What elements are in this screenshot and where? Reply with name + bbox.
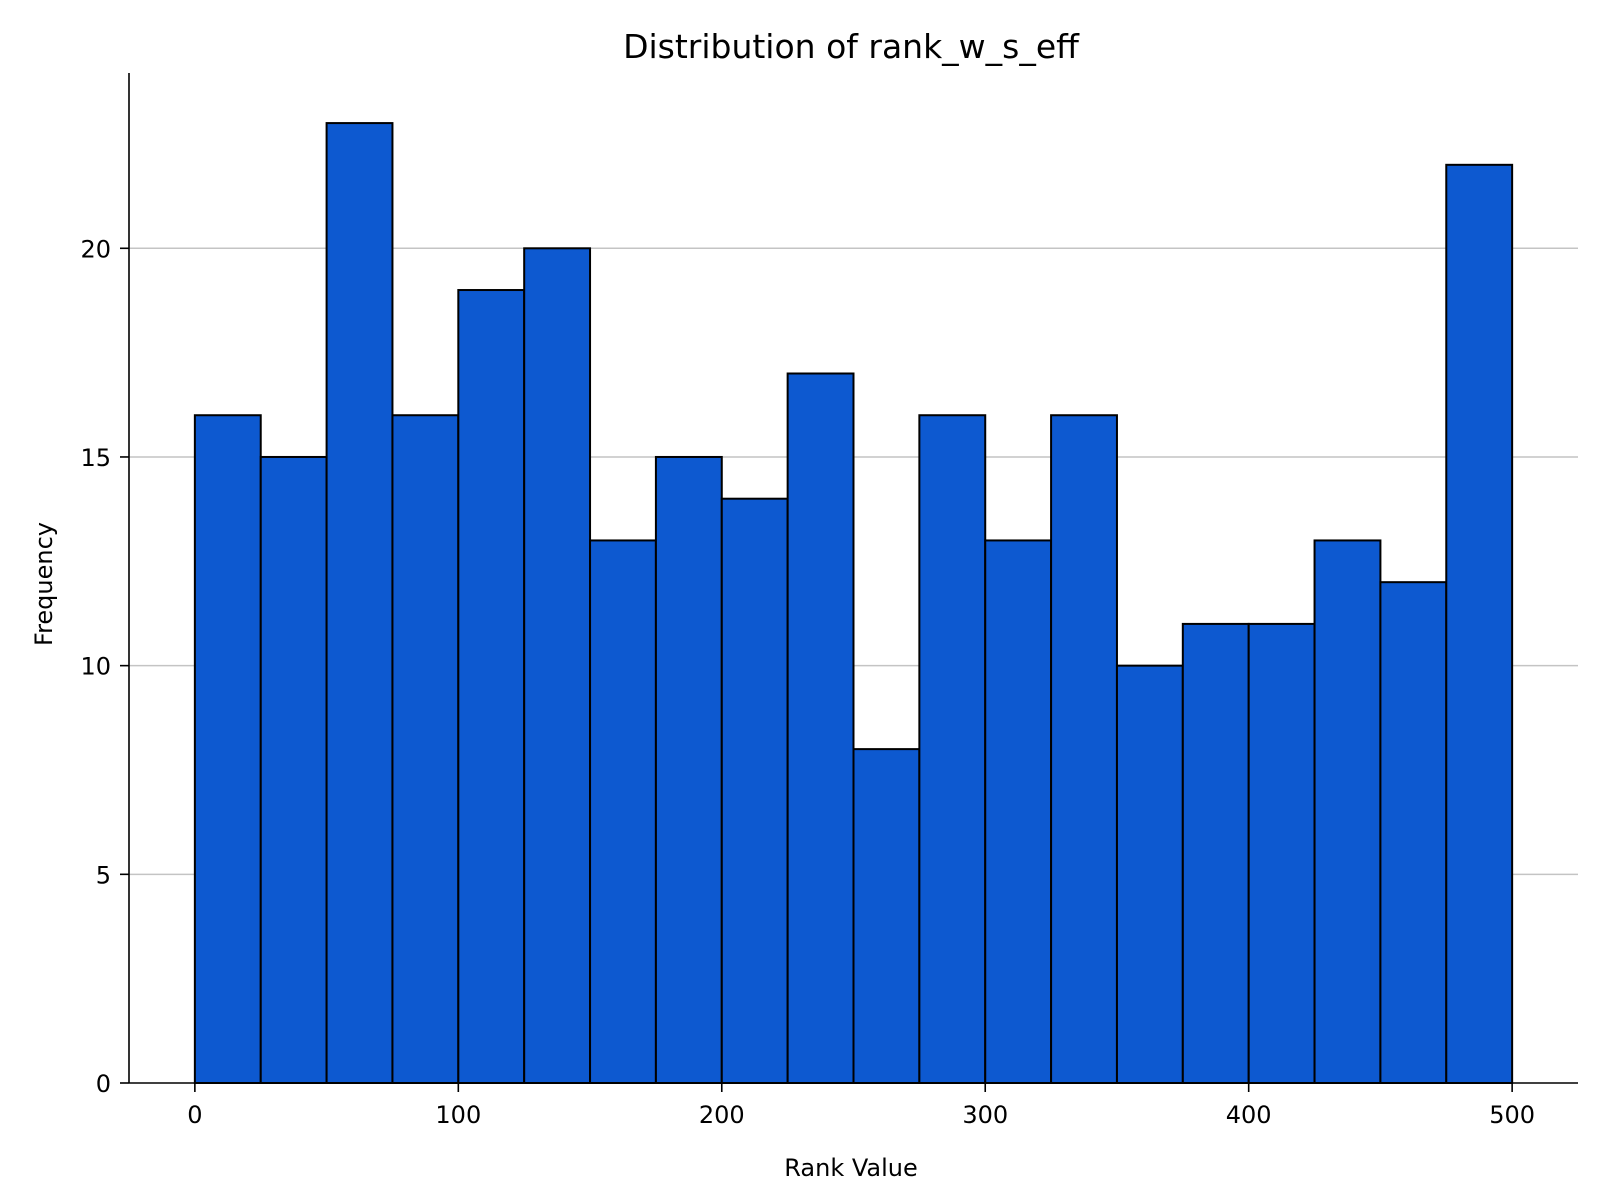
y-tick-label: 5 (96, 861, 111, 889)
histogram-bar (325, 122, 394, 1084)
histogram-bar (523, 247, 592, 1085)
histogram-bar (457, 289, 526, 1084)
histogram-bar (852, 748, 921, 1085)
x-tick-label: 0 (187, 1101, 202, 1129)
axes (128, 73, 1578, 1084)
x-tick-label: 200 (699, 1101, 745, 1129)
histogram-bar (1115, 664, 1184, 1085)
histogram-bar (259, 455, 328, 1085)
y-tick-label: 0 (96, 1070, 111, 1098)
histogram-bar (984, 539, 1053, 1084)
y-tick-label: 15 (80, 444, 111, 472)
ticks: 0 100 200 300 400 500 0 5 10 15 20 (80, 235, 1535, 1129)
x-tick-label: 500 (1489, 1101, 1535, 1129)
histogram-bar (193, 414, 262, 1085)
histogram-bar (720, 497, 789, 1085)
chart-title: Distribution of rank_w_s_eff (623, 27, 1080, 66)
x-tick-label: 100 (435, 1101, 481, 1129)
histogram-bar (1181, 622, 1250, 1085)
bars (193, 122, 1514, 1085)
x-axis-label: Rank Value (784, 1154, 918, 1182)
histogram-bar (1050, 414, 1118, 1085)
histogram-bar (1445, 163, 1514, 1084)
histogram-bar (391, 414, 460, 1085)
y-tick-label: 10 (80, 653, 111, 681)
histogram-bar (918, 414, 987, 1085)
histogram-bar (786, 372, 855, 1085)
y-tick-label: 20 (80, 235, 111, 263)
histogram-bar (1247, 622, 1316, 1085)
histogram-bar (589, 539, 657, 1084)
histogram-bar (1313, 539, 1382, 1084)
y-axis-label: Frequency (30, 522, 58, 646)
x-tick-label: 300 (962, 1101, 1008, 1129)
x-tick-label: 400 (1226, 1101, 1272, 1129)
histogram-bar (654, 455, 723, 1085)
histogram-bar (1379, 581, 1448, 1085)
